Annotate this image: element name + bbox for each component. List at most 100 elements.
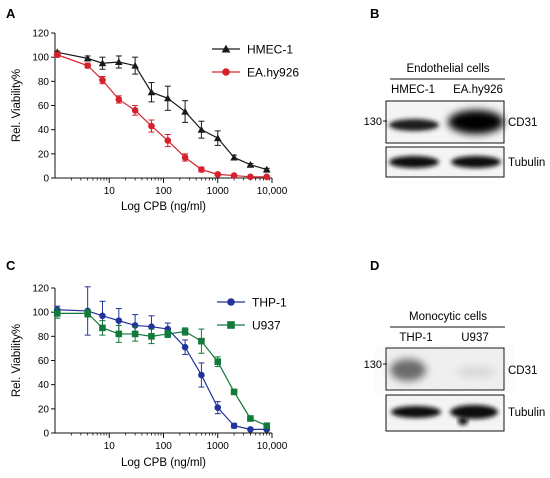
data-point [230,422,238,430]
data-point [197,125,206,133]
chart-c-y-tick-label: 0 [43,429,49,440]
data-point [246,160,255,168]
data-point [230,153,238,161]
blot-d-tubulin-band-u937 [450,405,498,419]
chart-a-y-tick-label: 0 [43,174,49,185]
blot-d-lane2-label: U937 [461,332,489,344]
chart-a-x-tick-label: 1000 [207,186,230,197]
chart-c-x-axis-label: Log CPB (ng/ml) [121,457,206,469]
data-point [214,358,222,366]
data-point [214,171,222,178]
data-point [181,107,189,115]
blot-d-tubulin-smudge [458,417,468,425]
data-point [148,122,155,130]
data-point [181,328,189,335]
series-line [57,309,267,430]
data-point [247,426,254,433]
panel-letter-c: C [6,258,16,273]
chart-c-series-thp-1 [53,286,271,433]
chart-a-series-hmec-1 [53,48,271,173]
data-point [83,54,92,62]
data-point [99,312,106,320]
chart-a-y-tick-label: 40 [38,125,50,136]
panel-letter-a: A [6,6,16,21]
data-point [53,51,61,59]
legend-marker [227,321,235,329]
chart-c-x-tick-label: 10,000 [257,441,288,452]
data-point [181,343,189,351]
chart-a-x-tick-label: 100 [155,186,172,197]
legend-label: THP-1 [252,296,287,310]
data-point [131,107,139,114]
data-point [131,61,139,69]
data-point [98,59,107,67]
blot-d: Monocytic cells THP-1 U937 130 CD31 Tubu… [364,311,545,432]
chart-c-y-tick-label: 100 [32,308,49,319]
chart-a-x-axis-label: Log CPB (ng/ml) [121,201,206,213]
data-point [164,137,172,144]
data-point [131,330,139,338]
chart-c-y-tick-label: 80 [38,332,50,343]
chart-c-y-tick-label: 60 [38,356,50,367]
series-line [57,51,267,171]
blot-d-lane1-label: THP-1 [399,332,432,344]
panel-letter-d: D [370,258,379,273]
data-point [148,323,155,330]
data-point [247,415,254,422]
blot-b-tubulin-label: Tubulin [508,157,545,169]
chart-a-y-tick-label: 100 [32,53,49,64]
blot-b-tubulin-band-hmec1 [389,156,439,168]
data-point [198,337,205,345]
chart-a-x-tick-label: 10 [104,186,116,197]
blot-b-cd31-band-hmec1 [389,119,439,131]
data-point [164,330,172,338]
blot-b-lane1-label: HMEC-1 [391,84,435,96]
blot-b-tubulin-band-eahy926 [451,156,501,168]
legend-label: HMEC-1 [247,43,293,57]
data-point [99,76,106,84]
blot-d-tubulin-label: Tubulin [508,407,545,419]
data-point [263,422,271,430]
legend-marker [227,298,235,306]
chart-c-y-tick-label: 120 [32,284,49,295]
blot-b-cd31-label: CD31 [508,117,537,129]
chart-a-series-ea-hy926 [53,51,271,181]
data-point [230,388,238,396]
legend-marker [222,68,230,76]
panel-letter-b: B [370,6,379,21]
data-point [99,324,106,332]
chart-a-x-tick-label: 10,000 [257,186,288,197]
data-point [115,330,123,338]
data-point [263,173,271,181]
legend-label: U937 [252,319,281,333]
data-point [84,62,91,69]
data-point [213,134,222,142]
series-line [57,312,267,427]
data-point [84,310,91,317]
data-point [115,96,123,103]
data-point [230,172,238,179]
data-point [164,94,172,102]
blot-d-group-label: Monocytic cells [409,311,487,323]
data-point [148,333,155,340]
data-point [198,371,205,379]
blot-b: Endothelial cells HMEC-1 EA.hy926 130 CD… [364,63,545,178]
chart-c-y-tick-label: 20 [38,404,50,415]
chart-c-y-axis-label: Rel. Viability% [11,324,23,397]
chart-c-x-tick-label: 10 [104,441,116,452]
blot-d-cd31-label: CD31 [508,365,537,377]
chart-c-viability: 0 20 40 60 80 100 120 10 100 1000 10,000 Log CPB (n… [11,284,288,470]
chart-a-y-tick-label: 120 [32,29,49,40]
data-point [115,317,123,324]
chart-c-series-u937 [53,308,271,430]
data-point [262,165,271,173]
chart-a-y-axis-label: Rel. Viability% [11,69,23,142]
blot-b-group-label: Endothelial cells [406,63,489,75]
data-point [198,166,205,173]
data-point [147,88,156,96]
blot-d-marker-130: 130 [364,359,382,371]
blot-d-cd31-band-thp1 [390,359,426,381]
data-point [115,58,123,66]
blot-d-tubulin-band-thp1 [391,406,441,418]
